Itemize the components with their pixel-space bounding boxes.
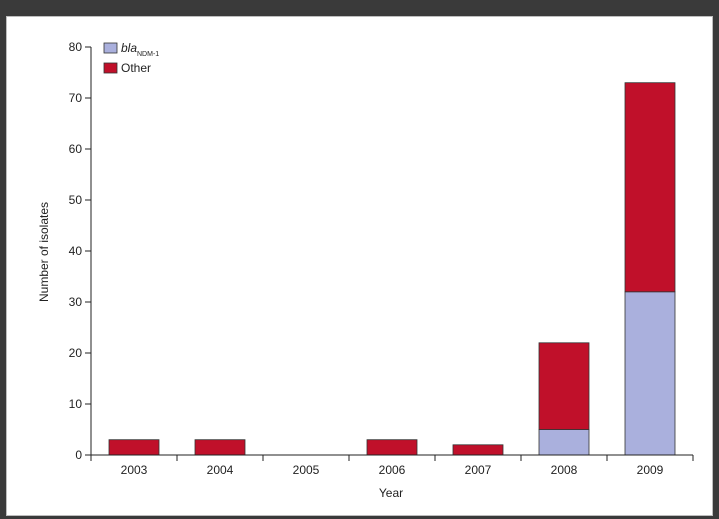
x-tick-label: 2009 — [637, 463, 664, 477]
bars-group — [108, 82, 676, 456]
bar-other-2008 — [538, 342, 590, 430]
legend-swatch-other — [103, 62, 118, 74]
x-tick-label: 2003 — [121, 463, 148, 477]
y-tick-label: 70 — [69, 91, 83, 105]
legend-label-ndm1-subscript: NDM-1 — [137, 51, 159, 58]
bar-other-2007 — [452, 444, 504, 456]
y-tick-label: 50 — [69, 193, 83, 207]
bar-other-2006 — [366, 439, 418, 456]
bar-other-2009 — [624, 82, 676, 293]
legend-label-ndm1: bla — [121, 41, 137, 55]
x-tick-label: 2008 — [551, 463, 578, 477]
legend: bla NDM-1 Other — [103, 41, 159, 75]
x-tick-label: 2006 — [379, 463, 406, 477]
bar-ndm1-2009 — [624, 291, 676, 456]
x-tick-label: 2005 — [293, 463, 320, 477]
y-axis-title: Number of isolates — [37, 202, 51, 302]
axes-group: 0 10 20 30 40 50 60 70 80 2003 2004 2005 2006 2007 200… — [69, 40, 694, 477]
bar-ndm1-2008 — [538, 429, 590, 456]
legend-label-other: Other — [121, 61, 151, 75]
y-tick-label: 0 — [75, 448, 82, 462]
y-tick-label: 80 — [69, 40, 83, 54]
y-tick-label: 60 — [69, 142, 83, 156]
x-axis-title: Year — [379, 486, 403, 500]
x-tick-label: 2004 — [207, 463, 234, 477]
y-tick-label: 10 — [69, 397, 83, 411]
bar-other-2003 — [108, 439, 160, 456]
chart-frame — [6, 16, 713, 516]
y-tick-label: 20 — [69, 346, 83, 360]
x-tick-label: 2007 — [465, 463, 492, 477]
y-tick-label: 40 — [69, 244, 83, 258]
bar-other-2004 — [194, 439, 246, 456]
y-tick-label: 30 — [69, 295, 83, 309]
legend-swatch-ndm1 — [103, 42, 118, 54]
